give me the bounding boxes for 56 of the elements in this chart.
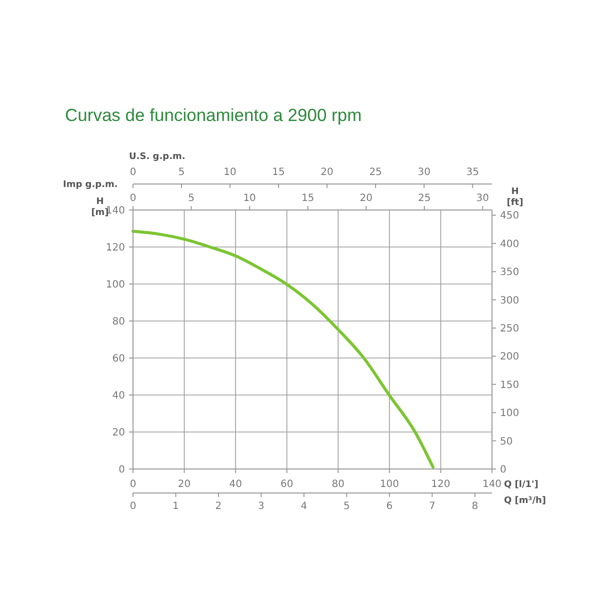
y2-tick-label: 400 [500, 238, 520, 250]
line-series [132, 230, 435, 469]
x2-tick-label: 20 [360, 193, 372, 204]
x2-tick-label: 10 [224, 167, 236, 178]
x-tick-label: 120 [431, 479, 450, 490]
x-tick-label: 0 [130, 501, 136, 512]
x-tick-label: 8 [472, 501, 478, 512]
y-tick-label: 80 [112, 316, 125, 328]
y-tick-label: 100 [106, 280, 125, 290]
y-tick-label: 0 [118, 464, 125, 476]
x-tick-label: 6 [386, 501, 393, 512]
x2-axis-title: Imp g.p.m. [63, 180, 118, 190]
x-tick-label: 80 [332, 479, 345, 490]
y-tick-label: 20 [112, 428, 125, 438]
y2-tick-label: 0 [500, 464, 506, 476]
x2-tick-label: 30 [476, 193, 490, 204]
x-axis-title: Q [l/1'] [504, 480, 538, 490]
y2-tick-label: 350 [500, 267, 520, 278]
y2-tick-label: 200 [500, 352, 520, 363]
x-tick-label: 4 [300, 501, 308, 512]
y-tick-label: 60 [112, 354, 125, 364]
x2-tick-label: 15 [272, 167, 285, 178]
y-tick-label: 40 [112, 390, 125, 402]
x2-tick-label: 0 [130, 167, 136, 178]
x-tick-label: 40 [229, 479, 242, 490]
x2-tick-label: 25 [418, 193, 431, 204]
x-tick-label: 2 [215, 501, 222, 512]
x-tick-label: 140 [482, 479, 502, 490]
y2-tick-label: 150 [500, 380, 520, 391]
y2-tick-label: 300 [500, 295, 520, 306]
x2-tick-label: 10 [243, 193, 256, 204]
x2-tick-label: 0 [130, 193, 136, 204]
x2-tick-label: 5 [188, 193, 194, 204]
x-tick-label: 1 [172, 501, 179, 512]
y2-tick-label: 50 [500, 436, 513, 448]
chart-title: Curvas de funcionamiento a 2900 rpm [65, 105, 362, 125]
x-tick-label: 20 [178, 479, 191, 490]
x2-tick-label: 15 [301, 193, 314, 204]
x-tick-label: 100 [380, 479, 399, 490]
x2-tick-label: 35 [466, 167, 479, 178]
x2-tick-label: 20 [320, 167, 334, 178]
x2-tick-label: 5 [178, 167, 185, 178]
x-tick-label: 60 [280, 479, 294, 490]
y2-tick-label: 450 [500, 210, 520, 222]
x-axis-title: Q [m³/h] [504, 496, 546, 506]
x2-tick-label: 25 [369, 167, 382, 178]
x-tick-label: 0 [130, 479, 136, 490]
y2-tick-label: 250 [500, 324, 520, 335]
x-tick-label: 3 [258, 501, 264, 512]
y2-axis-title: H [ft] [506, 187, 524, 208]
y2-tick-label: 100 [500, 408, 520, 420]
x2-tick-label: 30 [418, 167, 430, 178]
x-tick-label: 7 [428, 501, 436, 512]
x-tick-label: 5 [344, 501, 350, 512]
x2-axis-title: U.S. g.p.m. [129, 152, 186, 162]
y-tick-label: 120 [106, 242, 125, 254]
